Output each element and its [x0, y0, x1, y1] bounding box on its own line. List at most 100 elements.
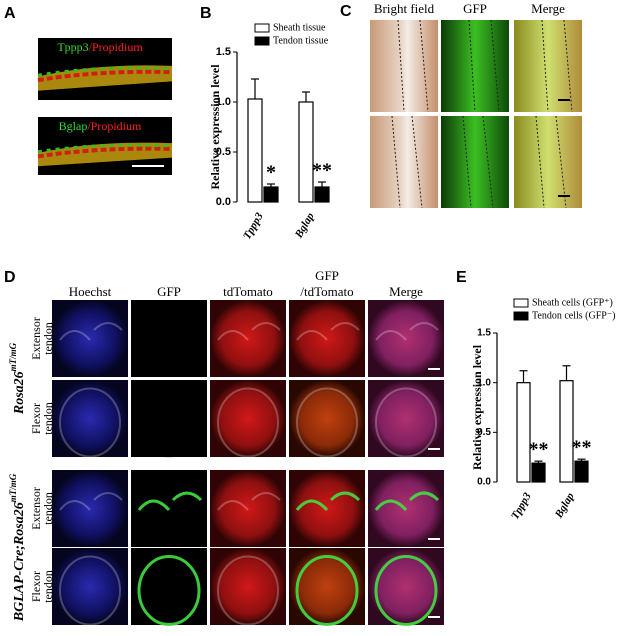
tendon-section	[59, 387, 121, 458]
micrograph	[52, 470, 128, 547]
tendon-section	[374, 555, 438, 626]
group-name: Rosa26	[12, 371, 27, 415]
tendon-section	[295, 491, 361, 512]
bar	[531, 462, 546, 483]
micrograph	[289, 548, 365, 625]
group-label: BGLAP-Cre;Rosa26mT/mG	[8, 473, 27, 622]
column-header: GFP	[463, 1, 487, 16]
tendon-section	[217, 555, 279, 626]
image-caption: Tppp3/Propidium	[57, 40, 143, 54]
tendon-section	[59, 322, 123, 341]
micrograph	[289, 300, 365, 377]
column-header: GFP	[315, 268, 339, 283]
micrograph	[368, 548, 444, 625]
column-header: Merge	[531, 1, 565, 16]
y-tick-label: 0.0	[477, 477, 491, 488]
micrograph	[289, 380, 365, 457]
bar	[298, 101, 314, 203]
bar	[559, 380, 574, 483]
sheath-outline	[397, 19, 429, 113]
error-bar	[267, 183, 275, 187]
tendon-section	[217, 322, 281, 341]
significance: **	[312, 160, 332, 182]
panel-label: B	[200, 5, 212, 22]
row-label: Extensor	[29, 317, 43, 360]
x-tick-label: Tppp3	[509, 490, 534, 521]
micrograph	[441, 20, 509, 112]
tendon-section	[374, 491, 440, 512]
micrograph	[514, 20, 582, 112]
stain-label: /Propidium	[87, 119, 142, 133]
micrograph	[210, 470, 286, 547]
bar	[516, 382, 531, 483]
error-bar	[577, 458, 586, 462]
x-tick-label: Tppp3	[241, 210, 266, 241]
bar	[263, 186, 279, 203]
tendon-section	[138, 322, 202, 341]
micrograph	[131, 300, 207, 377]
micrograph	[131, 380, 207, 457]
row-label: tendon	[41, 322, 55, 355]
bar	[314, 186, 330, 203]
bar	[247, 98, 263, 203]
column-header: GFP	[157, 284, 181, 299]
legend-label: Sheath cells (GFP⁺)	[532, 297, 613, 308]
row-label: tendon	[41, 492, 55, 525]
legend-swatch	[513, 298, 529, 308]
significance: **	[529, 439, 549, 461]
y-tick-label: 0.5	[216, 146, 231, 158]
y-tick-label: 1.5	[216, 46, 231, 58]
y-tick-label: 1.5	[477, 328, 491, 339]
group-superscript: mT/mG	[8, 342, 18, 371]
row-label: Flexor	[29, 571, 43, 602]
sheath-outline	[535, 115, 567, 209]
tendon-section	[59, 555, 121, 626]
tendon-section	[137, 491, 203, 512]
sheath-outline	[541, 19, 573, 113]
group-superscript: mT/mG	[8, 473, 18, 502]
tissue-band	[37, 146, 173, 159]
row-label: Flexor	[29, 403, 43, 434]
error-bar	[562, 365, 571, 381]
significance: *	[266, 162, 276, 184]
panel-label: E	[456, 269, 467, 286]
y-tick-label: 1.0	[477, 377, 491, 388]
sheath-outline	[391, 115, 423, 209]
panel-label: D	[4, 269, 16, 286]
legend-label: Tendon tissue	[273, 35, 329, 46]
tissue-band	[37, 143, 173, 154]
x-tick-label: Bglap	[292, 210, 317, 241]
marker-label: Bglap	[59, 119, 88, 133]
column-header: Hoechst	[69, 284, 112, 299]
micrograph	[210, 300, 286, 377]
micrograph	[131, 548, 207, 625]
error-bar	[534, 460, 543, 464]
y-tick-label: 0.5	[477, 427, 491, 438]
micrograph	[370, 20, 438, 112]
micrograph	[52, 548, 128, 625]
tendon-section	[296, 387, 358, 458]
sheath-outline	[468, 19, 500, 113]
legend-label: Sheath tissue	[273, 22, 326, 33]
micrograph	[52, 380, 128, 457]
y-tick-label: 0.0	[216, 196, 231, 208]
micrograph	[368, 300, 444, 377]
legend-swatch	[513, 311, 529, 321]
column-header: /tdTomato	[300, 284, 353, 299]
significance: **	[572, 437, 592, 459]
stain-label: /Propidium	[89, 40, 144, 54]
micrograph	[368, 380, 444, 457]
error-bar	[302, 91, 310, 102]
row-label: Extensor	[29, 487, 43, 530]
row-label: tendon	[41, 402, 55, 435]
y-axis-label: Relative expression level	[470, 344, 484, 470]
error-bar	[318, 181, 326, 187]
error-bar	[519, 370, 528, 383]
tendon-section	[296, 322, 360, 341]
tendon-section	[217, 387, 279, 458]
micrograph	[441, 116, 509, 208]
tendon-section	[137, 555, 201, 626]
tissue-band	[37, 69, 173, 83]
legend-swatch	[254, 23, 270, 33]
column-header: Merge	[389, 284, 423, 299]
